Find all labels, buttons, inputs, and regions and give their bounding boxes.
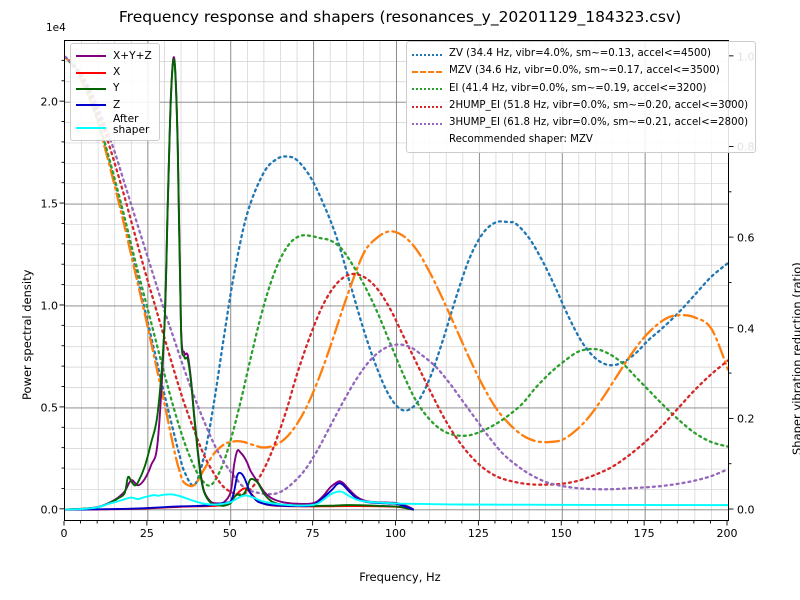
y-tick-label-left: 1.5	[40, 197, 59, 211]
y-tick-label-right: 0.0	[737, 503, 755, 517]
y-tick-label-right: 0.2	[737, 412, 755, 426]
x-tick-label: 100	[385, 527, 406, 540]
y-axis-exponent-label: 1e4	[46, 22, 66, 34]
legend-psd-item[interactable]: X	[76, 64, 152, 80]
series-2hump-ei	[65, 55, 728, 496]
legend-psd-item[interactable]: Z	[76, 97, 152, 113]
legend-shaper-item[interactable]: 2HUMP_EI (51.8 Hz, vibr=0.0%, sm~=0.20, …	[412, 98, 748, 115]
legend-shaper-item[interactable]: 3HUMP_EI (61.8 Hz, vibr=0.0%, sm~=0.21, …	[412, 115, 748, 132]
series-mzv	[65, 55, 728, 488]
x-tick-label: 150	[550, 527, 572, 540]
legend-swatch	[76, 99, 106, 111]
legend-shaper-item[interactable]: ZV (34.4 Hz, vibr=4.0%, sm~=0.13, accel<…	[412, 46, 748, 63]
y-tick-label-left: 1.0	[40, 299, 59, 313]
y-axis-right-label: Shaper vibration reduction (ratio)	[790, 262, 800, 455]
legend-shaper-item[interactable]: MZV (34.6 Hz, vibr=0.0%, sm~=0.17, accel…	[412, 63, 748, 80]
legend-swatch	[76, 122, 106, 134]
y-tick-label-right: 0.6	[737, 231, 755, 245]
legend-swatch	[412, 117, 442, 129]
legend-swatch	[76, 50, 106, 62]
legend-swatch	[412, 100, 442, 112]
legend-psd-label: Y	[113, 82, 120, 95]
plot-area	[64, 40, 729, 521]
legend-swatch	[76, 83, 106, 95]
y-tick-label-right: 0.4	[737, 322, 755, 336]
legend-shaper-label: 3HUMP_EI (61.8 Hz, vibr=0.0%, sm~=0.21, …	[449, 116, 749, 128]
x-tick-label: 175	[633, 527, 655, 540]
x-tick-label: 75	[305, 527, 320, 540]
legend-psd-label: X+Y+Z	[113, 49, 152, 62]
legend-psd-label: Z	[113, 98, 121, 111]
chart-title: Frequency response and shapers (resonanc…	[118, 8, 682, 26]
legend-psd-item[interactable]: X+Y+Z	[76, 48, 152, 64]
legend-psd-item[interactable]: After shaper	[76, 112, 152, 136]
x-tick-label: 200	[716, 527, 738, 540]
x-axis-label: Frequency, Hz	[359, 570, 441, 584]
series-ei	[65, 55, 728, 487]
x-tick-label: 25	[139, 527, 154, 540]
legend-swatch	[412, 49, 442, 61]
legend-psd: X+Y+Z X Y Z After shaper	[70, 43, 160, 141]
legend-shapers: ZV (34.4 Hz, vibr=4.0%, sm~=0.13, accel<…	[406, 41, 757, 153]
y-tick-label-left: 0.5	[40, 401, 59, 415]
legend-shaper-item[interactable]: EI (41.4 Hz, vibr=0.0%, sm~=0.19, accel<…	[412, 80, 748, 97]
x-tick-label: 125	[467, 527, 489, 540]
legend-swatch	[412, 66, 442, 78]
x-tick-label: 0	[60, 527, 68, 540]
legend-shaper-label: 2HUMP_EI (51.8 Hz, vibr=0.0%, sm~=0.20, …	[449, 99, 749, 111]
y-tick-label-left: 2.0	[40, 95, 59, 109]
legend-psd-label: After shaper	[113, 112, 150, 136]
legend-psd-label: X	[113, 66, 121, 79]
legend-swatch	[412, 83, 442, 95]
y-axis-left-label: Power spectral density	[20, 269, 34, 400]
legend-shaper-label: ZV (34.4 Hz, vibr=4.0%, sm~=0.13, accel<…	[449, 48, 711, 60]
series-zv	[65, 55, 728, 487]
series-3hump-ei	[65, 55, 728, 496]
recommended-shaper-note: Recommended shaper: MZV	[449, 134, 593, 146]
x-tick-label: 50	[222, 527, 237, 540]
series-after-shaper	[65, 490, 728, 511]
legend-shaper-label: MZV (34.6 Hz, vibr=0.0%, sm~=0.17, accel…	[449, 65, 720, 77]
y-tick-label-left: 0.0	[40, 503, 59, 517]
legend-shaper-label: EI (41.4 Hz, vibr=0.0%, sm~=0.19, accel<…	[449, 82, 707, 94]
legend-psd-item[interactable]: Y	[76, 81, 152, 97]
chart-canvas	[65, 41, 728, 520]
legend-swatch	[76, 67, 106, 79]
